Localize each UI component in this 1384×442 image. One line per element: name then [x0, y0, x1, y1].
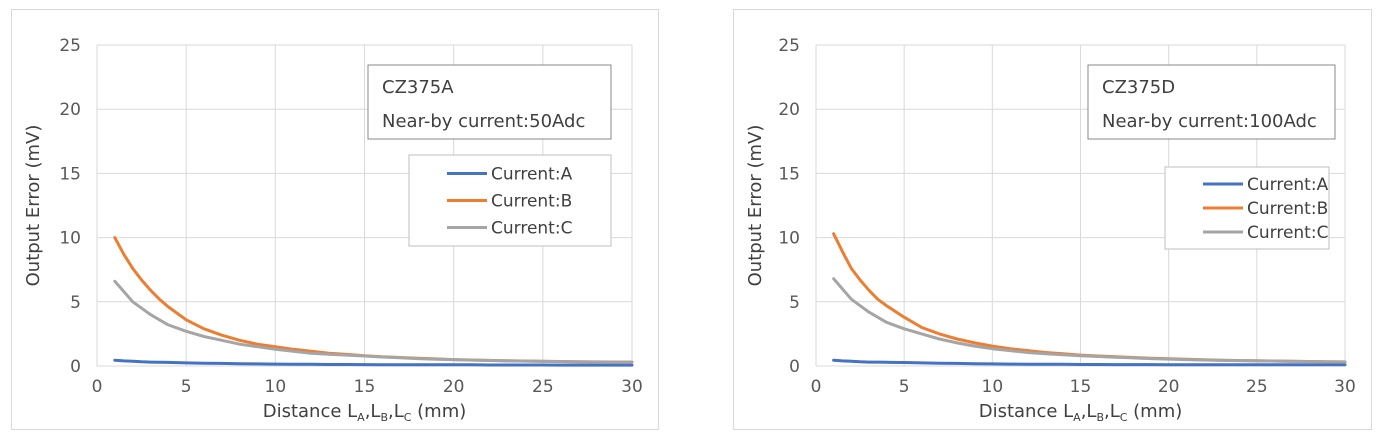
legend-label: Current:C [491, 219, 572, 239]
chart-right: 0 5 10 15 20 25 30 0 5 10 15 20 25 Distance LA,LB,LC … [733, 9, 1372, 430]
x-axis-title-part: Distance L [979, 401, 1073, 422]
y-tick-label: 10 [778, 229, 800, 249]
legend-box [1164, 166, 1330, 250]
legend-box [408, 154, 612, 247]
x-tick-label: 25 [532, 377, 554, 397]
x-axis-title-part: Distance L [263, 401, 357, 422]
y-tick-label: 0 [789, 357, 800, 377]
y-tick-label: 10 [59, 229, 81, 249]
annotation-box [367, 64, 612, 140]
x-tick-label: 30 [1334, 377, 1356, 397]
series-line-currentb [832, 232, 1347, 364]
y-tick-label: 25 [59, 36, 81, 56]
series-line-currentc [113, 279, 634, 364]
x-axis-title-subscript: C [404, 411, 412, 424]
legend-label: Current:B [1247, 199, 1328, 219]
x-axis-title-part: ,L [365, 401, 381, 422]
y-tick-label: 20 [778, 100, 800, 120]
x-tick-label: 0 [811, 377, 822, 397]
x-axis-title-subscript: A [1073, 411, 1081, 424]
x-tick-label: 15 [1070, 377, 1092, 397]
x-axis-title-part: (mm) [1127, 401, 1182, 422]
x-axis-title-part: ,L [1081, 401, 1097, 422]
y-axis-title: Output Error (mV) [745, 125, 766, 287]
y-axis-title: Output Error (mV) [23, 125, 44, 287]
x-tick-label: 0 [92, 377, 103, 397]
model-label: CZ375D [1102, 77, 1175, 98]
x-axis-title: Distance LA,LB,LC (mm) [263, 401, 467, 424]
chart-left-canvas: 0 5 10 15 20 25 30 0 5 10 15 20 25 Distance LA,LB,LC … [23, 36, 643, 424]
x-axis-title-part: (mm) [411, 401, 466, 422]
x-axis-title: Distance LA,LB,LC (mm) [979, 401, 1183, 424]
legend-label: Current:A [491, 165, 573, 185]
x-tick-label: 5 [181, 377, 192, 397]
series-line-currentc [832, 277, 1347, 364]
y-tick-label: 20 [59, 100, 81, 120]
x-axis-title-part: ,L [388, 401, 404, 422]
x-axis-title-subscript: B [1096, 411, 1104, 424]
x-axis-title-subscript: C [1120, 411, 1128, 424]
x-axis-title-part: ,L [1104, 401, 1120, 422]
x-tick-label: 15 [354, 377, 376, 397]
x-tick-label: 10 [265, 377, 287, 397]
y-tick-label: 0 [70, 357, 81, 377]
x-tick-label: 25 [1246, 377, 1268, 397]
y-tick-label: 5 [789, 293, 800, 313]
x-axis-title-subscript: B [380, 411, 388, 424]
x-tick-label: 20 [443, 377, 465, 397]
legend-label: Current:A [1247, 175, 1329, 195]
x-axis-title-subscript: A [357, 411, 365, 424]
y-tick-label: 25 [778, 36, 800, 56]
y-tick-label: 5 [70, 293, 81, 313]
series-line-currenta [113, 358, 634, 367]
x-tick-label: 20 [1158, 377, 1180, 397]
series-line-currentb [113, 236, 634, 364]
model-label: CZ375A [382, 77, 454, 98]
near-by-current-label: Near-by current:50Adc [382, 111, 585, 132]
x-tick-label: 10 [982, 377, 1004, 397]
annotation-box [1087, 64, 1336, 140]
near-by-current-label: Near-by current:100Adc [1102, 111, 1317, 132]
legend-label: Current:B [491, 192, 572, 212]
y-tick-label: 15 [778, 164, 800, 184]
x-tick-label: 5 [899, 377, 910, 397]
series-line-currenta [832, 358, 1347, 367]
y-tick-label: 15 [59, 164, 81, 184]
chart-left: 0 5 10 15 20 25 30 0 5 10 15 20 25 Distance LA,LB,LC … [11, 9, 659, 430]
x-tick-label: 30 [621, 377, 643, 397]
legend-label: Current:C [1247, 223, 1328, 243]
chart-right-canvas: 0 5 10 15 20 25 30 0 5 10 15 20 25 Distance LA,LB,LC … [745, 36, 1356, 424]
